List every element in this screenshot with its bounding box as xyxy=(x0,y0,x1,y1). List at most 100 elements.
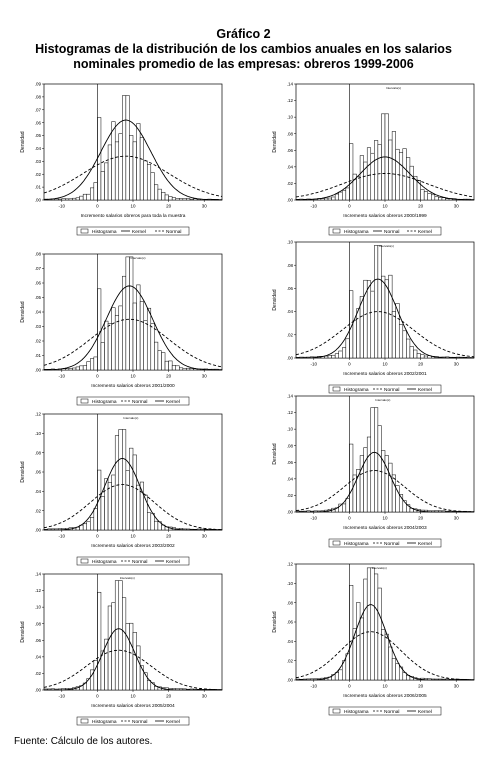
legend-label: Histograma xyxy=(344,709,369,715)
x-tick-label: 0 xyxy=(96,374,99,379)
x-tick-label: 30 xyxy=(202,204,208,209)
legend-label: Histograma xyxy=(92,559,117,565)
histogram-bar xyxy=(359,617,364,681)
y-tick-label: .08 xyxy=(35,252,42,257)
histogram-bar xyxy=(327,355,332,359)
y-tick-label: .01 xyxy=(35,353,42,358)
legend: Histograma Normal Kernel xyxy=(328,706,442,716)
histogram-bar xyxy=(129,256,134,371)
histogram-bar xyxy=(114,435,120,531)
histogram-bar xyxy=(413,349,418,359)
legend-label: Normal xyxy=(166,229,181,235)
histogram-bar xyxy=(125,623,130,691)
x-tick-label: 10 xyxy=(130,374,136,379)
x-axis-label: Incremento salarios obreros 2003/2002 xyxy=(91,543,175,549)
legend-swatch-histograma xyxy=(80,228,89,234)
histogram-bar xyxy=(57,198,63,201)
peak-annotation: Intervalo(x) xyxy=(130,256,145,260)
x-axis-label: Incremento salarios obreros 2001/2000 xyxy=(91,383,175,389)
y-tick-label: .02 xyxy=(287,493,294,498)
legend-label: Kernel xyxy=(418,387,432,393)
y-axis-label: Densidad xyxy=(272,443,278,464)
y-tick-label: .12 xyxy=(287,410,294,415)
histogram-panel-4: Intervalo(x) .00 .02 .04 .06 .08 .10 -10 0 10 20 30… xyxy=(272,240,475,394)
histogram-bar xyxy=(68,198,73,201)
histogram-bar xyxy=(122,429,127,531)
y-tick-label: .12 xyxy=(287,98,294,103)
y-axis-label: Densidad xyxy=(272,131,278,152)
histogram-bar xyxy=(75,366,80,371)
histogram-bar xyxy=(54,198,59,201)
histogram-bar xyxy=(150,172,155,201)
kernel-density-curve xyxy=(44,285,222,371)
histogram-panel-8: Intervalo(x) .00 .02 .04 .06 .08 .10 .12 -10 0 10 2… xyxy=(272,562,475,716)
y-tick-label: .02 xyxy=(35,671,42,676)
histogram-bar xyxy=(161,192,166,201)
histogram-bar xyxy=(420,354,425,359)
histogram-bar xyxy=(114,315,120,371)
x-tick-label: 30 xyxy=(202,694,208,699)
x-tick-label: 10 xyxy=(382,684,388,689)
y-tick-label: .06 xyxy=(287,286,294,291)
x-tick-label: 10 xyxy=(382,204,388,209)
legend-label: Histograma xyxy=(92,399,117,405)
histogram-bar xyxy=(366,436,372,513)
histogram-bar xyxy=(374,407,379,513)
x-axis-label: Incremento salarios obreros 2004/2003 xyxy=(343,525,427,531)
histogram-bar xyxy=(338,669,343,681)
x-tick-label: 10 xyxy=(382,516,388,521)
y-tick-label: .04 xyxy=(35,654,42,659)
histogram-bar xyxy=(164,194,169,201)
histogram-bar xyxy=(345,338,350,359)
legend-label: Normal xyxy=(132,399,147,405)
y-tick-label: .00 xyxy=(287,198,294,203)
legend-label: Kernel xyxy=(166,399,180,405)
x-tick-label: -10 xyxy=(311,684,318,689)
histogram-bar xyxy=(132,141,137,201)
y-tick-label: .10 xyxy=(35,431,42,436)
y-tick-label: .14 xyxy=(287,394,294,399)
y-tick-label: .10 xyxy=(287,240,294,245)
histogram-bar xyxy=(79,365,84,371)
legend: Histograma Normal Kernel xyxy=(76,396,190,406)
histogram-bar xyxy=(345,653,350,681)
legend-swatch-histograma xyxy=(332,228,341,234)
histogram-bar xyxy=(139,481,144,531)
y-tick-label: .08 xyxy=(287,600,294,605)
kernel-density-curve xyxy=(296,451,474,513)
y-tick-label: .00 xyxy=(287,510,294,515)
y-tick-label: .10 xyxy=(287,427,294,432)
y-tick-label: .05 xyxy=(35,133,42,138)
histogram-bars xyxy=(43,256,223,371)
legend-swatch-histograma xyxy=(332,386,341,392)
normal-density-curve xyxy=(43,155,223,197)
histogram-bar xyxy=(65,368,70,371)
peak-annotation: Intervalo(x) xyxy=(372,566,387,570)
histogram-bar xyxy=(349,443,354,513)
histogram-bar xyxy=(107,144,112,201)
y-tick-label: .02 xyxy=(287,658,294,663)
x-axis-label: Incremento salarios obreros 2006/2005 xyxy=(343,693,427,699)
histogram-bar xyxy=(441,197,446,201)
histogram-panel-5: Intervalo(x) .00 .02 .04 .06 .08 .10 .12 -10 0 10 2… xyxy=(20,412,223,566)
histogram-bar xyxy=(132,454,137,531)
x-tick-label: 0 xyxy=(348,684,351,689)
histogram-bar xyxy=(445,198,450,201)
histogram-bar xyxy=(342,347,347,359)
y-axis-label: Densidad xyxy=(20,301,26,322)
legend-label: Normal xyxy=(384,709,399,715)
legend: Histograma Normal Kernel xyxy=(328,538,442,548)
histogram-bar xyxy=(82,193,87,201)
histogram-bar xyxy=(189,368,194,371)
histogram-bar xyxy=(374,245,379,359)
histogram-bar xyxy=(189,198,194,201)
histogram-bar xyxy=(175,365,180,371)
histogram-bars xyxy=(43,580,223,691)
peak-annotation: Intervalo(x) xyxy=(379,244,394,248)
legend-label: Normal xyxy=(384,387,399,393)
x-tick-label: 20 xyxy=(166,694,172,699)
x-tick-label: 20 xyxy=(166,534,172,539)
histogram-bar xyxy=(86,521,91,531)
histogram-bar xyxy=(384,455,389,513)
histogram-bar xyxy=(352,628,357,681)
